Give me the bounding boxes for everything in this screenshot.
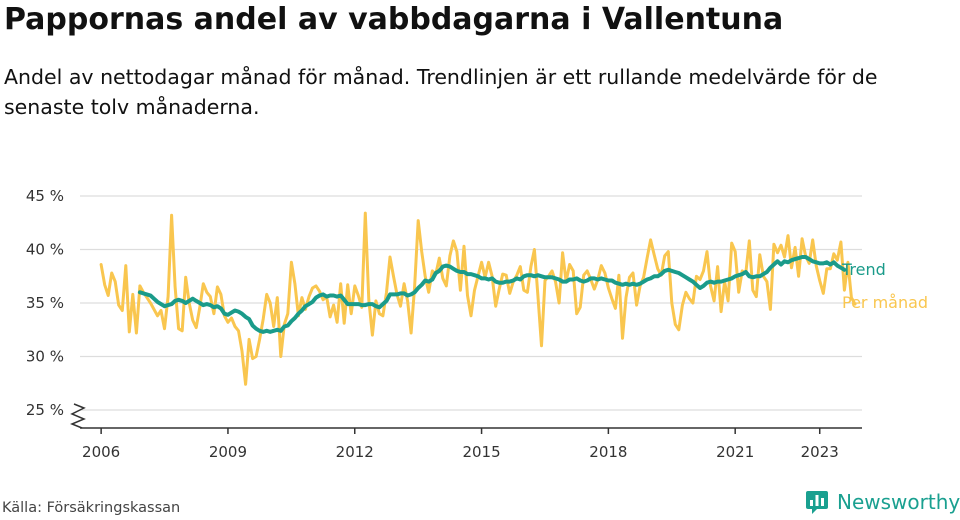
axis-break-icon (70, 403, 86, 429)
x-axis: 2006 2009 2012 2015 2018 2021 2023 (80, 427, 862, 461)
newsworthy-logo-icon (806, 491, 828, 514)
chart-title: Pappornas andel av vabbdagarna i Vallent… (4, 2, 784, 37)
y-axis: 25 % 30 % 35 % 40 % 45 % (26, 187, 86, 429)
x-tick-label: 2012 (336, 443, 374, 461)
series-labels: Per månad Trend (841, 260, 928, 312)
source-note: Källa: Försäkringskassan (2, 500, 181, 516)
brand-name: Newsworthy (837, 490, 960, 514)
x-tick-label: 2015 (462, 443, 500, 461)
x-tick-label: 2009 (209, 443, 247, 461)
trend-label: Trend (841, 260, 886, 279)
monthly-line (99, 211, 857, 386)
line-chart: 25 % 30 % 35 % 40 % 45 % 2006 2009 2012 2015 201… (26, 187, 928, 461)
x-tick-label: 2021 (716, 443, 754, 461)
y-tick-label: 40 % (26, 241, 64, 259)
trend-line (137, 255, 847, 334)
y-tick-label: 35 % (26, 294, 64, 312)
x-tick-label: 2006 (82, 443, 120, 461)
y-tick-label: 45 % (26, 187, 64, 205)
brand-logo[interactable]: Newsworthy (805, 489, 960, 515)
x-tick-label: 2023 (801, 443, 839, 461)
monthly-label: Per månad (842, 293, 928, 312)
chart-subtitle: Andel av nettodagar månad för månad. Tre… (4, 65, 878, 119)
y-tick-label: 30 % (26, 348, 64, 366)
x-tick-label: 2018 (589, 443, 627, 461)
y-tick-label: 25 % (26, 401, 64, 419)
series-layer (99, 211, 857, 386)
